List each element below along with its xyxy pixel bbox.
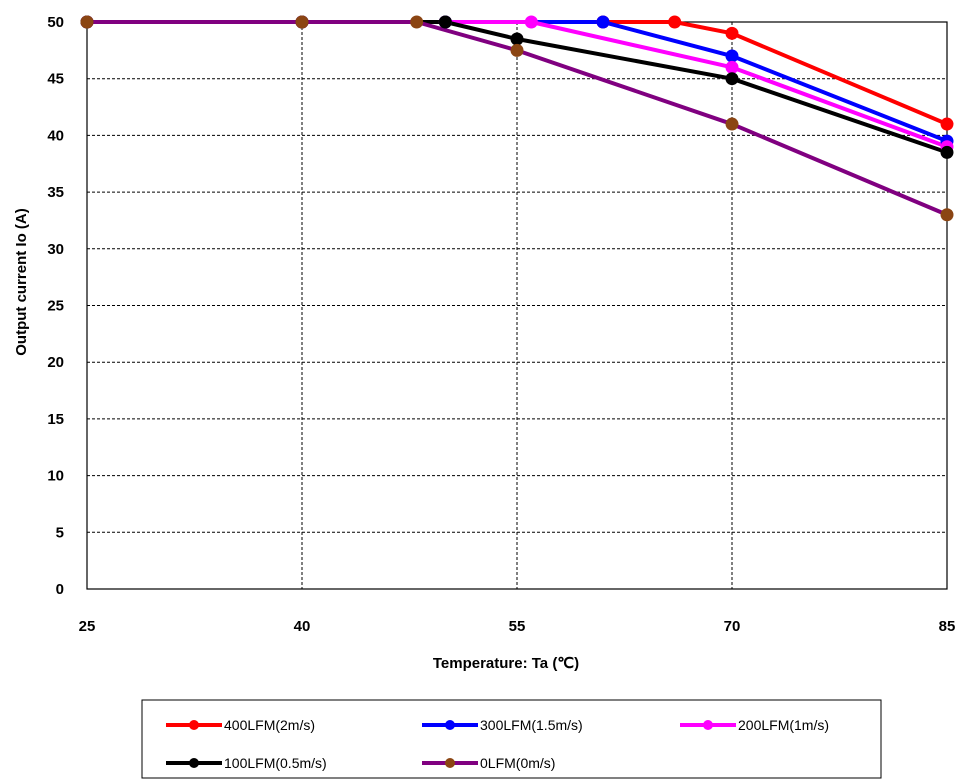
legend-swatch-marker-3 xyxy=(189,758,199,768)
data-point-4-5 xyxy=(940,208,954,222)
legend-label-0: 400LFM(2m/s) xyxy=(224,717,315,733)
y-tick-label-2: 10 xyxy=(47,468,64,485)
legend-label-3: 100LFM(0.5m/s) xyxy=(224,755,327,771)
data-point-2-2 xyxy=(524,15,538,29)
x-axis-ticks: 25 40 55 70 85 xyxy=(79,618,956,635)
data-point-3-4 xyxy=(725,72,739,86)
x-tick-label-3: 70 xyxy=(724,618,741,635)
data-point-4-1 xyxy=(295,15,309,29)
data-point-1-4 xyxy=(725,49,739,63)
series-points xyxy=(80,15,954,222)
data-point-3-2 xyxy=(438,15,452,29)
data-point-4-4 xyxy=(725,117,739,131)
x-tick-label-2: 55 xyxy=(509,618,526,635)
data-point-3-3 xyxy=(510,32,524,46)
y-tick-label-4: 20 xyxy=(47,354,64,371)
y-tick-label-10: 50 xyxy=(47,14,64,31)
y-tick-label-0: 0 xyxy=(56,581,64,598)
y-tick-label-5: 25 xyxy=(47,298,64,315)
y-tick-label-6: 30 xyxy=(47,241,64,258)
legend-box xyxy=(141,699,882,779)
data-point-4-2 xyxy=(410,15,424,29)
x-tick-label-4: 85 xyxy=(939,618,956,635)
y-tick-label-9: 45 xyxy=(47,71,64,88)
data-point-2-3 xyxy=(725,60,739,74)
x-axis-label: Temperature: Ta (℃) xyxy=(433,655,579,672)
x-tick-label-1: 40 xyxy=(294,618,311,635)
y-axis-label: Output current Io (A) xyxy=(13,208,30,355)
x-tick-label-0: 25 xyxy=(79,618,96,635)
data-point-1-3 xyxy=(596,15,610,29)
legend-label-4: 0LFM(0m/s) xyxy=(480,755,555,771)
y-tick-label-3: 15 xyxy=(47,411,64,428)
legend-swatch-marker-2 xyxy=(703,720,713,730)
data-point-0-5 xyxy=(725,26,739,40)
legend-swatch-marker-4 xyxy=(445,758,455,768)
y-axis-ticks: 0 5 10 15 20 25 30 35 40 45 50 xyxy=(47,14,64,598)
data-point-0-4 xyxy=(668,15,682,29)
legend-label-1: 300LFM(1.5m/s) xyxy=(480,717,583,733)
y-tick-label-1: 5 xyxy=(56,524,64,541)
y-tick-label-8: 40 xyxy=(47,127,64,144)
y-tick-label-7: 35 xyxy=(47,184,64,201)
data-point-4-3 xyxy=(510,43,524,57)
legend: 400LFM(2m/s) 300LFM(1.5m/s) 200LFM(1m/s) 10… xyxy=(141,699,882,779)
data-point-4-0 xyxy=(80,15,94,29)
legend-label-2: 200LFM(1m/s) xyxy=(738,717,829,733)
legend-swatch-marker-0 xyxy=(189,720,199,730)
legend-swatch-marker-1 xyxy=(445,720,455,730)
series-line-4 xyxy=(87,20,948,217)
data-point-0-6 xyxy=(940,117,954,131)
data-point-3-5 xyxy=(940,145,954,159)
grid xyxy=(87,22,947,589)
